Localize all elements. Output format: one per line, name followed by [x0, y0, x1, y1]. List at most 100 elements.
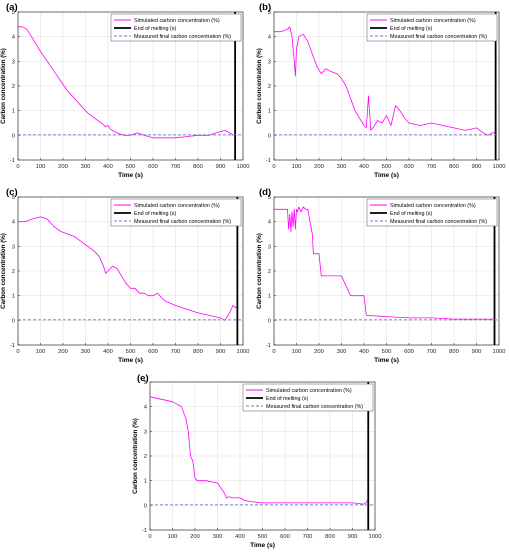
legend-box [110, 13, 242, 42]
simulated-carbon-series [274, 26, 496, 136]
y-tick-label: -1 [266, 343, 271, 349]
legend-entry: Simulated carbon concentration (%) [266, 388, 352, 394]
legend-entry: Simulated carbon concentration (%) [134, 18, 220, 24]
y-tick-label: 1 [144, 479, 147, 485]
x-tick-label: 800 [193, 164, 203, 170]
x-tick-label: 800 [193, 349, 203, 355]
chart-panel-3: (c)0 100 200 300 400 500 600 700 800 900 1000-1012… [0, 187, 249, 364]
legend-entry: End of melting (s) [390, 211, 432, 217]
legend-entry: End of melting (s) [134, 211, 176, 217]
x-tick-label: 200 [190, 534, 200, 540]
legend: Simulated carbon concentration (%) End of… [366, 13, 498, 42]
x-tick-label: 1000 [493, 349, 506, 355]
x-tick-label: 1000 [493, 164, 506, 170]
y-tick-label: 2 [268, 84, 271, 90]
x-tick-label: 400 [359, 164, 369, 170]
y-tick-label: 4 [144, 405, 148, 411]
legend-entry: End of melting (s) [266, 396, 308, 402]
y-tick-label: 1 [12, 294, 15, 300]
x-tick-label: 100 [36, 164, 46, 170]
x-tick-label: 200 [58, 164, 68, 170]
simulated-carbon-series [18, 216, 237, 321]
x-tick-label: 700 [171, 164, 181, 170]
x-axis-label: Time (s) [374, 357, 399, 364]
y-tick-label: -1 [10, 158, 15, 164]
legend-entry: End of melting (s) [134, 26, 176, 32]
panel-label: (e) [137, 373, 149, 384]
y-axis-label: Carbon concentration (%) [256, 233, 263, 309]
x-tick-label: 400 [103, 349, 113, 355]
y-tick-label: -1 [10, 343, 15, 349]
legend-entry: Simulated carbon concentration (%) [134, 203, 220, 209]
x-tick-label: 500 [258, 534, 268, 540]
x-tick-label: 300 [81, 349, 91, 355]
x-tick-label: 0 [148, 534, 151, 540]
y-tick-label: -1 [266, 158, 271, 164]
y-tick-label: 0 [12, 318, 15, 324]
chart-panel-4: (d)0 100 200 300 400 500 600 700 800 900 1000-1012… [256, 187, 505, 364]
x-tick-label: 400 [359, 349, 369, 355]
x-tick-label: 100 [168, 534, 178, 540]
y-tick-label: 5 [144, 380, 147, 386]
legend: Simulated carbon concentration (%) End of… [242, 383, 374, 412]
simulated-carbon-series [274, 206, 494, 320]
x-tick-label: 600 [404, 349, 414, 355]
legend-entry: Measured final carbon concentration (%) [390, 34, 487, 40]
chart-panel-1: (a)0 100 200 300 400 500 600 700 800 900 1000-1012… [0, 2, 249, 179]
x-axis-label: Time (s) [118, 172, 143, 179]
y-tick-label: 3 [12, 59, 15, 65]
legend-entry: End of melting (s) [390, 26, 432, 32]
y-tick-label: 0 [144, 503, 147, 509]
x-axis-label: Time (s) [118, 357, 143, 364]
x-tick-label: 800 [449, 349, 459, 355]
legend-box [110, 198, 242, 227]
x-tick-label: 0 [272, 164, 275, 170]
x-tick-label: 400 [235, 534, 245, 540]
legend-entry: Measured final carbon concentration (%) [134, 34, 231, 40]
y-tick-label: 4 [12, 35, 16, 41]
x-tick-label: 300 [337, 164, 347, 170]
y-tick-label: 0 [268, 133, 271, 139]
x-tick-label: 700 [171, 349, 181, 355]
y-tick-label: 2 [12, 269, 15, 275]
y-tick-label: 0 [12, 133, 15, 139]
x-tick-label: 100 [292, 349, 302, 355]
legend: Simulated carbon concentration (%) End of… [110, 198, 242, 227]
legend: Simulated carbon concentration (%) End of… [110, 13, 242, 42]
panel-label: (c) [6, 187, 18, 198]
y-tick-label: 1 [268, 109, 271, 115]
y-tick-label: 5 [268, 195, 271, 201]
x-tick-label: 300 [337, 349, 347, 355]
chart-panel-2: (b)0 100 200 300 400 500 600 700 800 900 1000-1012… [256, 2, 505, 179]
y-tick-label: 5 [12, 10, 15, 16]
chart-panel-5: (e)0 100 200 300 400 500 600 700 800 900 1000-1012… [132, 373, 381, 549]
x-tick-label: 200 [314, 164, 324, 170]
x-tick-label: 0 [272, 349, 275, 355]
legend-entry: Measured final carbon concentration (%) [266, 404, 363, 410]
x-tick-label: 500 [382, 164, 392, 170]
x-tick-label: 100 [36, 349, 46, 355]
x-tick-label: 900 [216, 349, 226, 355]
x-tick-label: 900 [472, 164, 482, 170]
x-tick-label: 900 [216, 164, 226, 170]
y-tick-label: 5 [12, 195, 15, 201]
y-tick-label: 3 [268, 244, 271, 250]
y-tick-label: 0 [268, 318, 271, 324]
x-tick-label: 600 [280, 534, 290, 540]
y-axis-label: Carbon concentration (%) [0, 233, 7, 309]
x-tick-label: 700 [427, 164, 437, 170]
x-tick-label: 600 [404, 164, 414, 170]
x-tick-label: 300 [213, 534, 223, 540]
x-tick-label: 900 [348, 534, 358, 540]
x-tick-label: 500 [382, 349, 392, 355]
y-tick-label: 4 [12, 220, 16, 226]
legend-box [366, 198, 498, 227]
y-tick-label: 2 [144, 454, 147, 460]
panel-label: (d) [259, 187, 271, 198]
x-tick-label: 700 [303, 534, 313, 540]
x-tick-label: 500 [126, 164, 136, 170]
legend-box [242, 383, 374, 412]
x-tick-label: 800 [449, 164, 459, 170]
y-tick-label: 3 [268, 59, 271, 65]
